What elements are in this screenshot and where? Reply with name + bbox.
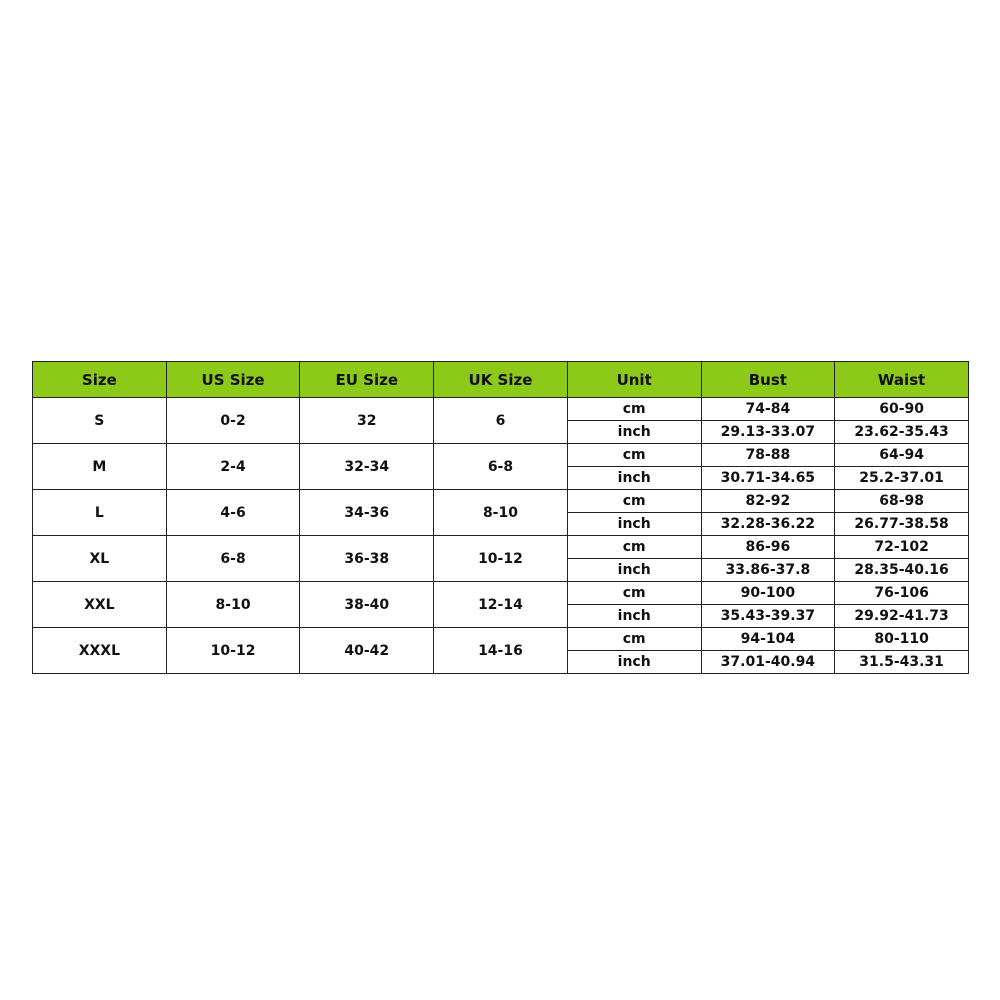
waist-cell: 26.77-38.58 [834,512,969,536]
column-header: EU Size [299,361,435,398]
unit-cell: cm [566,489,702,513]
table-row: inch 29.13-33.07 23.62-35.43 [33,420,969,444]
size-cell: L [32,489,167,536]
uk-size-cell: 8-10 [433,489,568,536]
column-header: Size [32,361,167,398]
table-row: inch 30.71-34.65 25.2-37.01 [33,466,969,490]
table-row: inch 35.43-39.37 29.92-41.73 [33,604,969,628]
bust-cell: 37.01-40.94 [700,650,836,674]
unit-cell: cm [566,397,702,421]
uk-size-cell: 6 [433,397,568,444]
us-size-cell: 2-4 [165,443,301,490]
table-row: L 4-6 34-36 8-10 cm 82-92 68-98 [32,489,969,536]
waist-cell: 76-106 [834,581,969,605]
waist-cell: 28.35-40.16 [834,558,969,582]
column-header: Unit [566,361,702,398]
unit-cell: inch [566,466,702,490]
uk-size-cell: 10-12 [433,535,568,582]
waist-cell: 68-98 [834,489,969,513]
size-cell: XXL [32,581,167,628]
us-size-cell: 0-2 [165,397,301,444]
bust-cell: 82-92 [700,489,836,513]
table-row: S 0-2 32 6 cm 74-84 60-90 [32,397,969,444]
eu-size-cell: 36-38 [299,535,435,582]
eu-size-cell: 32 [299,397,435,444]
bust-cell: 33.86-37.8 [700,558,836,582]
unit-cell: inch [566,558,702,582]
table-row: M 2-4 32-34 6-8 cm 78-88 64-94 [32,443,969,490]
waist-cell: 72-102 [834,535,969,559]
column-header: Bust [700,361,836,398]
column-header: Waist [834,361,969,398]
waist-cell: 64-94 [834,443,969,467]
table-header: Size US Size EU Size UK Size Unit Bust Waist [32,361,969,398]
bust-cell: 78-88 [700,443,836,467]
unit-cell: inch [566,650,702,674]
unit-cell: cm [566,627,702,651]
column-header: US Size [165,361,301,398]
eu-size-cell: 38-40 [299,581,435,628]
us-size-cell: 4-6 [165,489,301,536]
unit-cell: inch [566,420,702,444]
bust-cell: 29.13-33.07 [700,420,836,444]
us-size-cell: 10-12 [165,627,301,674]
unit-cell: inch [566,512,702,536]
size-cell: XL [32,535,167,582]
eu-size-cell: 32-34 [299,443,435,490]
table-row: XXXL 10-12 40-42 14-16 cm 94-104 80-110 [32,627,969,674]
bust-cell: 86-96 [700,535,836,559]
unit-cell: cm [566,443,702,467]
column-header: UK Size [433,361,568,398]
bust-cell: 35.43-39.37 [700,604,836,628]
uk-size-cell: 6-8 [433,443,568,490]
bust-cell: 30.71-34.65 [700,466,836,490]
size-cell: S [32,397,167,444]
us-size-cell: 6-8 [165,535,301,582]
header-row: Size US Size EU Size UK Size Unit Bust Waist [32,361,969,398]
bust-cell: 90-100 [700,581,836,605]
bust-cell: 94-104 [700,627,836,651]
unit-cell: inch [566,604,702,628]
size-cell: M [32,443,167,490]
table-row: XL 6-8 36-38 10-12 cm 86-96 72-102 [32,535,969,582]
table-row: inch 37.01-40.94 31.5-43.31 [33,650,969,674]
table-row: XXL 8-10 38-40 12-14 cm 90-100 76-106 [32,581,969,628]
waist-cell: 23.62-35.43 [834,420,969,444]
waist-cell: 31.5-43.31 [834,650,969,674]
table-row: inch 32.28-36.22 26.77-38.58 [33,512,969,536]
table-row: inch 33.86-37.8 28.35-40.16 [33,558,969,582]
eu-size-cell: 40-42 [299,627,435,674]
uk-size-cell: 14-16 [433,627,568,674]
unit-cell: cm [566,535,702,559]
size-table: Size US Size EU Size UK Size Unit Bust Waist S… [32,361,969,674]
eu-size-cell: 34-36 [299,489,435,536]
waist-cell: 25.2-37.01 [834,466,969,490]
waist-cell: 29.92-41.73 [834,604,969,628]
size-cell: XXXL [32,627,167,674]
waist-cell: 60-90 [834,397,969,421]
us-size-cell: 8-10 [165,581,301,628]
table-body: S 0-2 32 6 cm 74-84 60-90 inch 29.13-33.07 23.62-… [32,397,969,674]
bust-cell: 74-84 [700,397,836,421]
uk-size-cell: 12-14 [433,581,568,628]
unit-cell: cm [566,581,702,605]
bust-cell: 32.28-36.22 [700,512,836,536]
waist-cell: 80-110 [834,627,969,651]
